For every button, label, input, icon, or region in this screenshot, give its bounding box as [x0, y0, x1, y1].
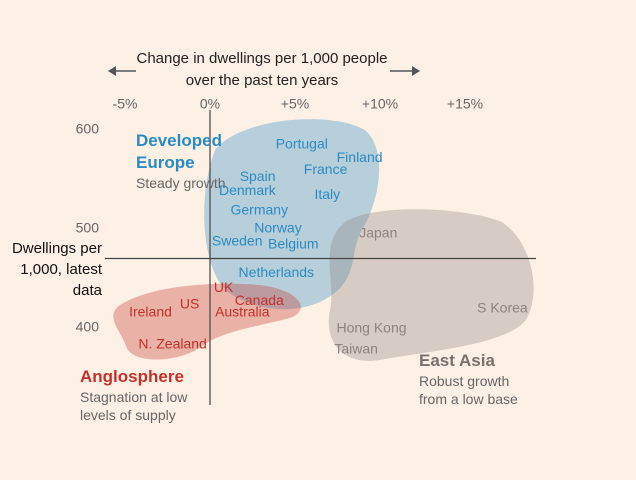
- group-blob: [204, 119, 380, 310]
- point-label: Taiwan: [334, 340, 378, 356]
- group-annotation: Anglosphere Stagnation at low levels of s…: [80, 366, 200, 424]
- axis-arrows: [108, 66, 420, 76]
- point-label: N. Zealand: [138, 335, 206, 351]
- point-label: Germany: [231, 202, 289, 218]
- point-label: Sweden: [212, 232, 263, 248]
- point-label: Netherlands: [239, 264, 315, 280]
- y-tick-label: 500: [76, 220, 100, 236]
- group-description: Steady growth: [136, 175, 226, 191]
- y-tick-label: 400: [76, 319, 100, 335]
- point-label: Belgium: [268, 235, 319, 251]
- group-annotation: East Asia Robust growth from a low base: [419, 350, 539, 408]
- point-label: Canada: [235, 292, 284, 308]
- point-label: Hong Kong: [336, 319, 406, 335]
- point-label: Ireland: [129, 304, 172, 320]
- point-label: UK: [214, 279, 234, 295]
- x-tick-label: +15%: [447, 96, 483, 112]
- group-name: East Asia: [419, 351, 495, 370]
- group-description: Robust growth from a low base: [419, 373, 518, 407]
- point-label: Denmark: [219, 182, 277, 198]
- group-blob: [113, 283, 301, 360]
- point-label: Finland: [337, 149, 383, 165]
- group-name: Developed Europe: [136, 131, 222, 172]
- x-axis-title: Change in dwellings per 1,000 people ove…: [136, 50, 388, 89]
- point-label: Norway: [254, 220, 301, 236]
- point-label: Australia: [215, 304, 270, 320]
- group-annotation: Developed Europe Steady growth: [136, 130, 236, 192]
- point-label: Italy: [314, 186, 340, 202]
- group-name: Anglosphere: [80, 367, 184, 386]
- group-blob: [328, 209, 534, 361]
- point-label: Spain: [240, 168, 276, 184]
- x-tick-label: +5%: [281, 96, 309, 112]
- point-label: Portugal: [276, 135, 328, 151]
- x-tick-label: -5%: [113, 96, 138, 112]
- point-label: France: [304, 161, 348, 177]
- x-tick-label: 0%: [200, 96, 220, 112]
- point-label: US: [180, 296, 199, 312]
- group-description: Stagnation at low levels of supply: [80, 389, 188, 423]
- point-label: S Korea: [477, 300, 528, 316]
- x-tick-label: +10%: [362, 96, 398, 112]
- y-tick-label: 600: [76, 121, 100, 137]
- y-axis-title: Dwellings per 1,000, latest data: [11, 240, 102, 299]
- point-label: Japan: [359, 224, 397, 240]
